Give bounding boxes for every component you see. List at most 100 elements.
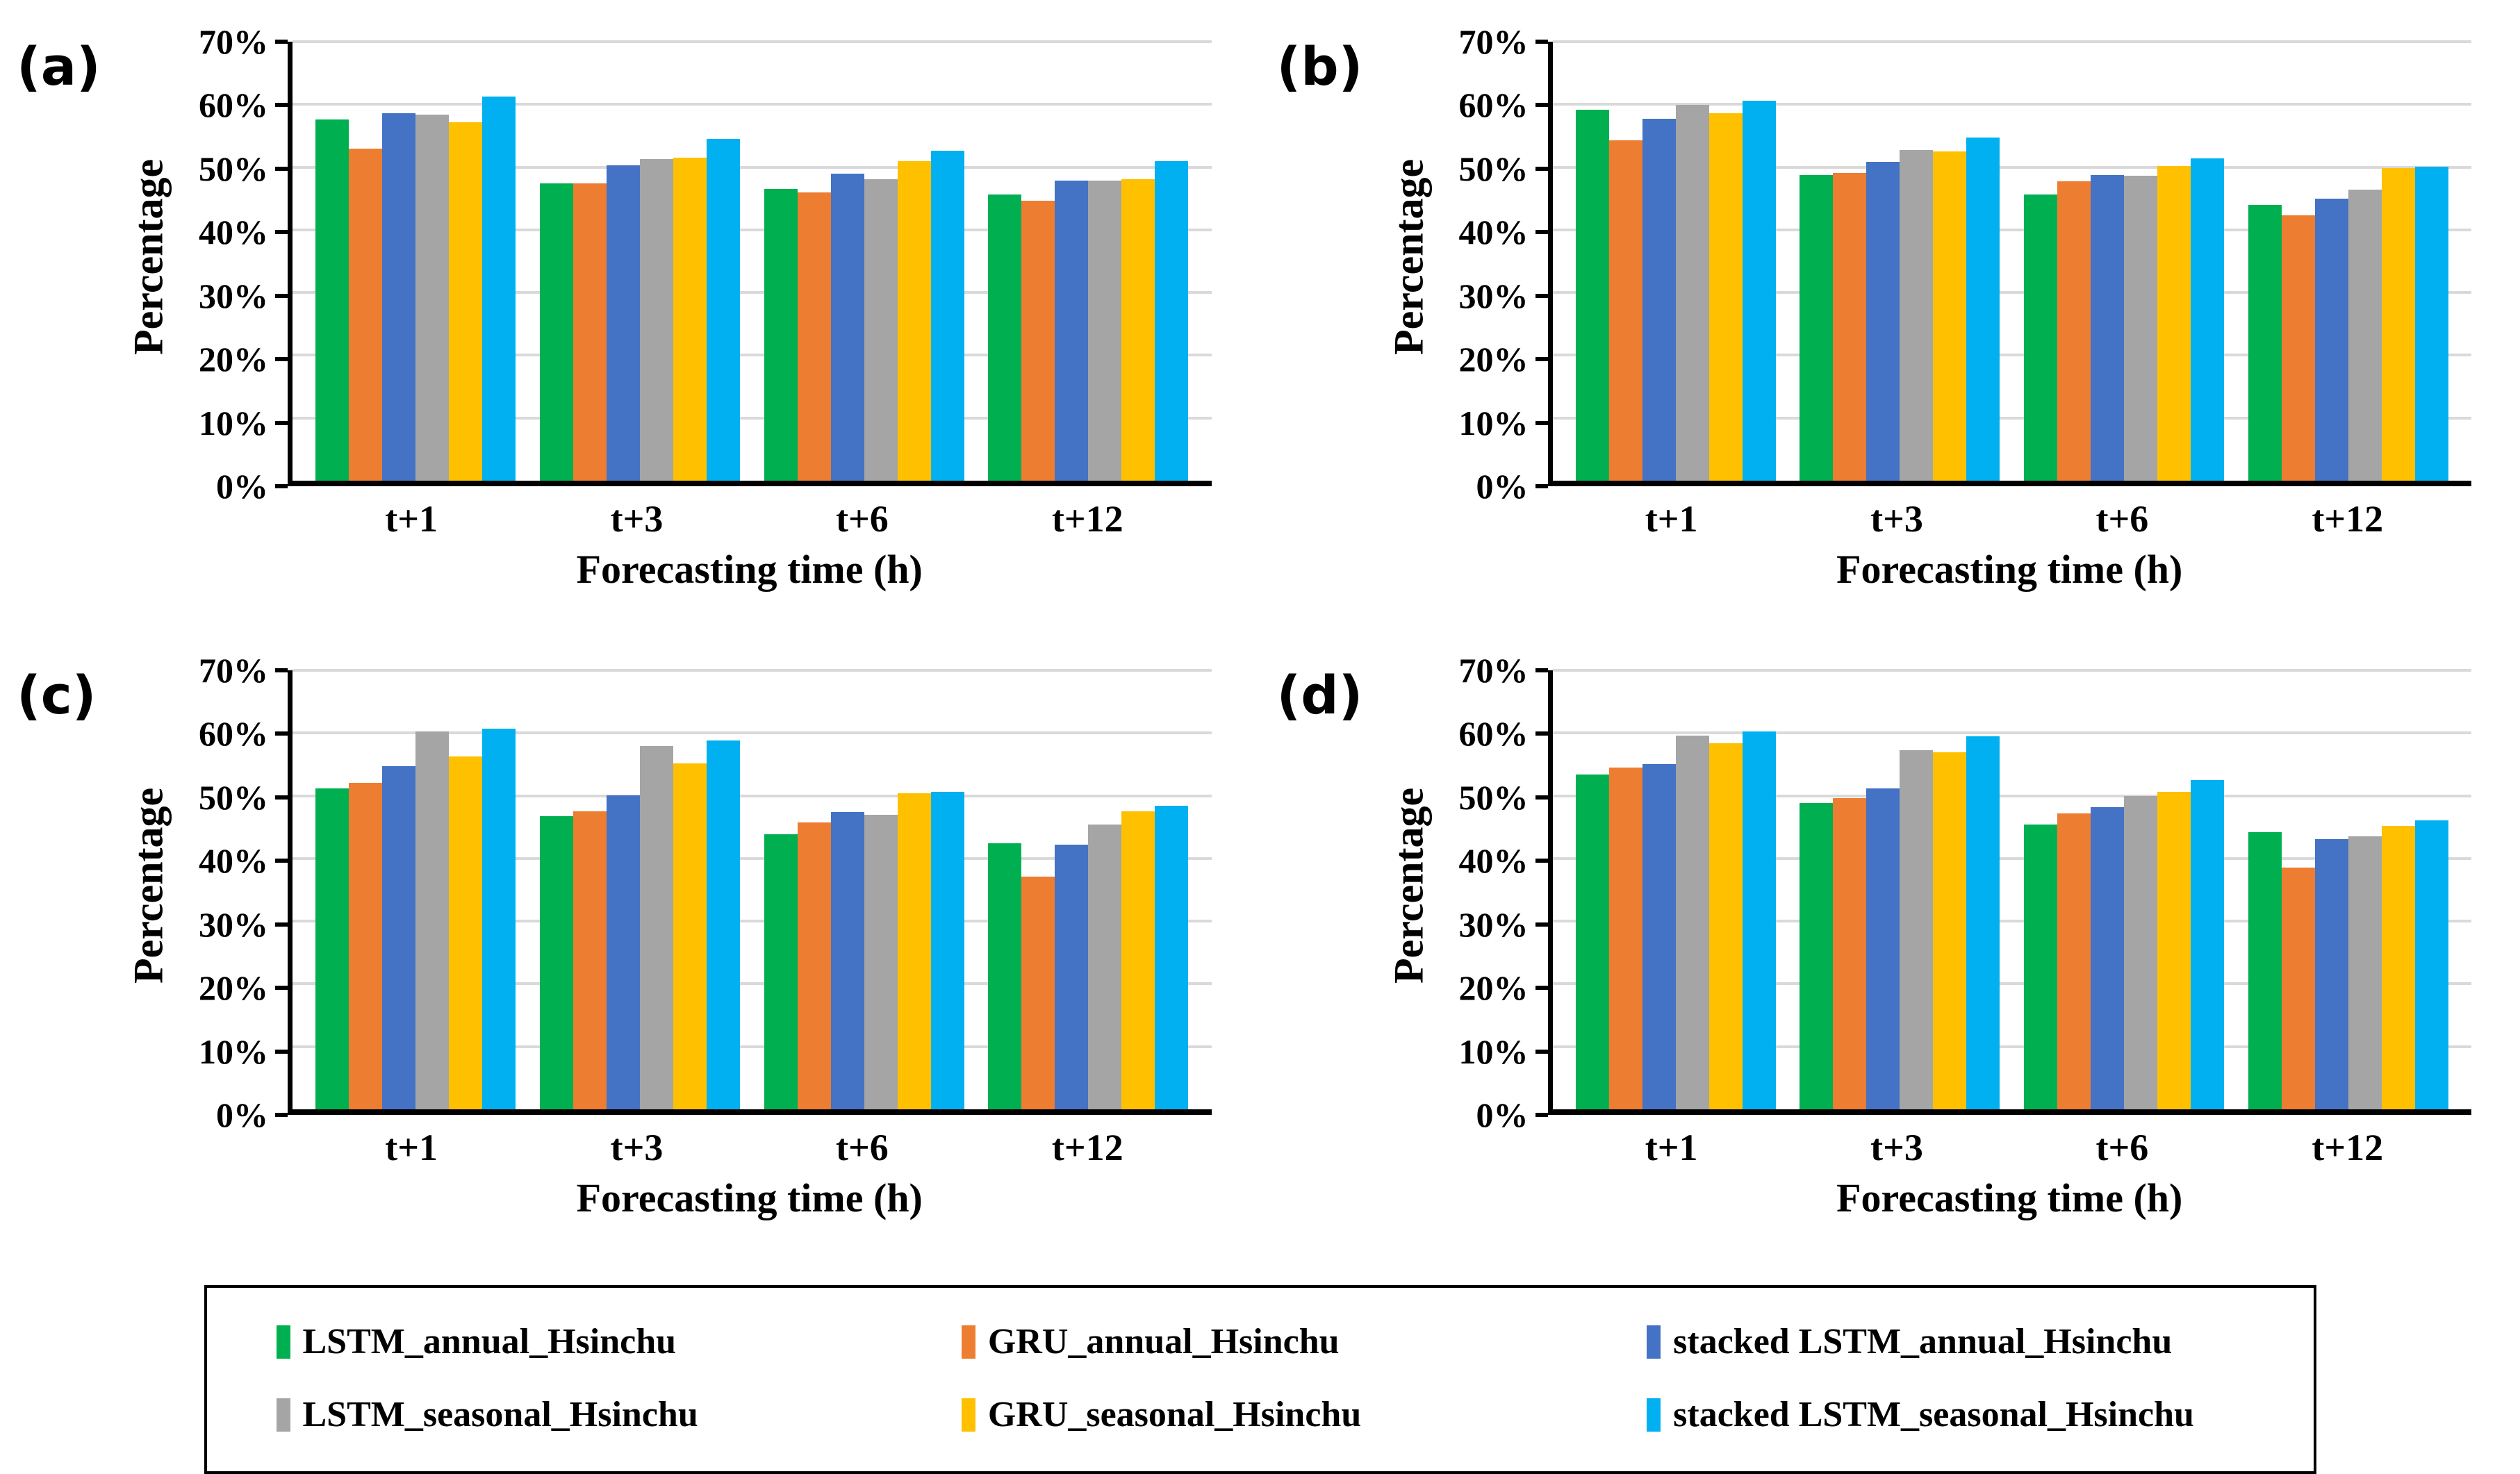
bar-stacked-lstm-annual-hsinchu [382, 766, 415, 1109]
bar-gru-seasonal-hsinchu [2157, 166, 2191, 481]
bar-group-t-1 [1564, 670, 1788, 1109]
legend-item-stacked-lstm-annual-hsinchu: stacked LSTM_annual_Hsinchu [1647, 1321, 2299, 1362]
x-tick-label-t-3: t+3 [524, 1126, 749, 1169]
y-tick-60pct: 60% [199, 713, 288, 754]
y-tick-70pct: 70% [1459, 650, 1548, 690]
x-tick-label-t-1: t+1 [1559, 497, 1784, 540]
bar-groups [1553, 670, 2472, 1109]
y-axis-title: Percentage [1381, 656, 1437, 1115]
y-tick-70pct: 70% [1459, 22, 1548, 62]
bar-lstm-annual-hsinchu [315, 788, 349, 1109]
bar-stacked-lstm-annual-hsinchu [607, 165, 640, 481]
bar-lstm-annual-hsinchu [1800, 175, 1833, 481]
bar-gru-annual-hsinchu [798, 822, 831, 1109]
bar-gru-seasonal-hsinchu [1709, 743, 1743, 1109]
bar-gru-annual-hsinchu [1021, 877, 1055, 1109]
y-tick-label: 70% [199, 650, 268, 690]
bar-group-t-3 [528, 670, 752, 1109]
chart-panel-d: (d) Percentage 0%10%20%30%40%50%60%70% t… [1260, 638, 2520, 1267]
y-tick-20pct: 20% [199, 339, 288, 379]
bar-stacked-lstm-annual-hsinchu [1866, 788, 1900, 1109]
bar-groups [293, 670, 1212, 1109]
x-tick-label-t-12: t+12 [2235, 1126, 2460, 1169]
bar-group-t-12 [2236, 670, 2460, 1109]
legend-label: stacked LSTM_seasonal_Hsinchu [1673, 1394, 2194, 1435]
bar-stacked-lstm-annual-hsinchu [382, 113, 415, 481]
y-tick-70pct: 70% [199, 22, 288, 62]
bar-gru-seasonal-hsinchu [1933, 151, 1966, 481]
bar-gru-seasonal-hsinchu [1933, 752, 1966, 1109]
bar-lstm-annual-hsinchu [2248, 832, 2282, 1109]
y-axis-ticks: 0%10%20%30%40%50%60%70% [176, 670, 288, 1115]
y-tick-mark [1535, 668, 1548, 672]
y-tick-mark [1535, 357, 1548, 361]
plot-area [1548, 670, 2472, 1115]
plot-row: 0%10%20%30%40%50%60%70% [1437, 670, 2472, 1115]
plot-row: 0%10%20%30%40%50%60%70% [176, 42, 1212, 486]
bar-gru-annual-hsinchu [1833, 798, 1866, 1109]
bar-lstm-seasonal-hsinchu [640, 159, 673, 481]
bar-stacked-lstm-seasonal-hsinchu [1155, 161, 1188, 481]
bar-stacked-lstm-seasonal-hsinchu [1743, 731, 1776, 1109]
y-tick-label: 60% [199, 85, 268, 125]
bar-stacked-lstm-annual-hsinchu [2091, 175, 2124, 481]
bar-stacked-lstm-seasonal-hsinchu [2191, 158, 2224, 481]
bar-group-t-6 [752, 670, 976, 1109]
y-tick-mark [275, 668, 288, 672]
y-tick-label: 30% [199, 904, 268, 945]
bar-lstm-seasonal-hsinchu [864, 815, 898, 1109]
y-tick-label: 30% [1459, 904, 1529, 945]
x-tick-label-t-6: t+6 [750, 1126, 975, 1169]
bar-stacked-lstm-annual-hsinchu [2091, 807, 2124, 1109]
bar-stacked-lstm-seasonal-hsinchu [2415, 820, 2448, 1109]
legend-swatch [962, 1398, 975, 1432]
y-tick-40pct: 40% [199, 840, 288, 881]
bar-lstm-seasonal-hsinchu [2124, 796, 2157, 1109]
plot-area [288, 42, 1212, 486]
y-axis-ticks: 0%10%20%30%40%50%60%70% [1437, 42, 1548, 486]
bar-lstm-annual-hsinchu [2024, 194, 2057, 481]
bar-stacked-lstm-annual-hsinchu [1866, 162, 1900, 481]
x-tick-label-t-1: t+1 [299, 1126, 524, 1169]
x-axis-title: Forecasting time (h) [1548, 1175, 2472, 1221]
y-tick-label: 50% [199, 149, 268, 189]
bar-stacked-lstm-seasonal-hsinchu [931, 151, 964, 481]
bar-stacked-lstm-seasonal-hsinchu [2191, 780, 2224, 1109]
y-tick-10pct: 10% [1459, 403, 1548, 443]
legend-item-gru-seasonal-hsinchu: GRU_seasonal_Hsinchu [962, 1394, 1647, 1435]
bar-lstm-seasonal-hsinchu [415, 731, 449, 1109]
x-tick-label-t-3: t+3 [524, 497, 749, 540]
legend-item-stacked-lstm-seasonal-hsinchu: stacked LSTM_seasonal_Hsinchu [1647, 1394, 2299, 1435]
y-axis-ticks: 0%10%20%30%40%50%60%70% [1437, 670, 1548, 1115]
bar-gru-seasonal-hsinchu [1121, 179, 1155, 481]
y-tick-60pct: 60% [199, 85, 288, 125]
bar-stacked-lstm-seasonal-hsinchu [707, 139, 740, 481]
y-tick-0pct: 0% [216, 466, 288, 506]
bar-lstm-seasonal-hsinchu [1088, 181, 1121, 481]
x-tick-label-t-12: t+12 [975, 497, 1200, 540]
bar-gru-annual-hsinchu [1021, 201, 1055, 481]
bar-stacked-lstm-annual-hsinchu [2315, 199, 2348, 481]
y-tick-10pct: 10% [199, 403, 288, 443]
y-tick-label: 20% [199, 968, 268, 1008]
x-tick-label-t-12: t+12 [975, 1126, 1200, 1169]
bar-gru-annual-hsinchu [2057, 181, 2091, 481]
bar-stacked-lstm-annual-hsinchu [1055, 845, 1088, 1109]
y-tick-label: 20% [1459, 339, 1529, 379]
plot-row: 0%10%20%30%40%50%60%70% [176, 670, 1212, 1115]
bar-gru-annual-hsinchu [1609, 140, 1642, 481]
bar-gru-seasonal-hsinchu [1121, 811, 1155, 1109]
x-tick-label-t-12: t+12 [2235, 497, 2460, 540]
y-tick-mark [275, 230, 288, 234]
x-tick-label-t-6: t+6 [2009, 1126, 2234, 1169]
y-tick-mark [275, 986, 288, 990]
bar-gru-annual-hsinchu [2057, 813, 2091, 1109]
legend-swatch [277, 1325, 290, 1359]
y-axis-title: Percentage [1381, 28, 1437, 486]
bar-lstm-annual-hsinchu [1800, 803, 1833, 1109]
y-tick-60pct: 60% [1459, 85, 1548, 125]
